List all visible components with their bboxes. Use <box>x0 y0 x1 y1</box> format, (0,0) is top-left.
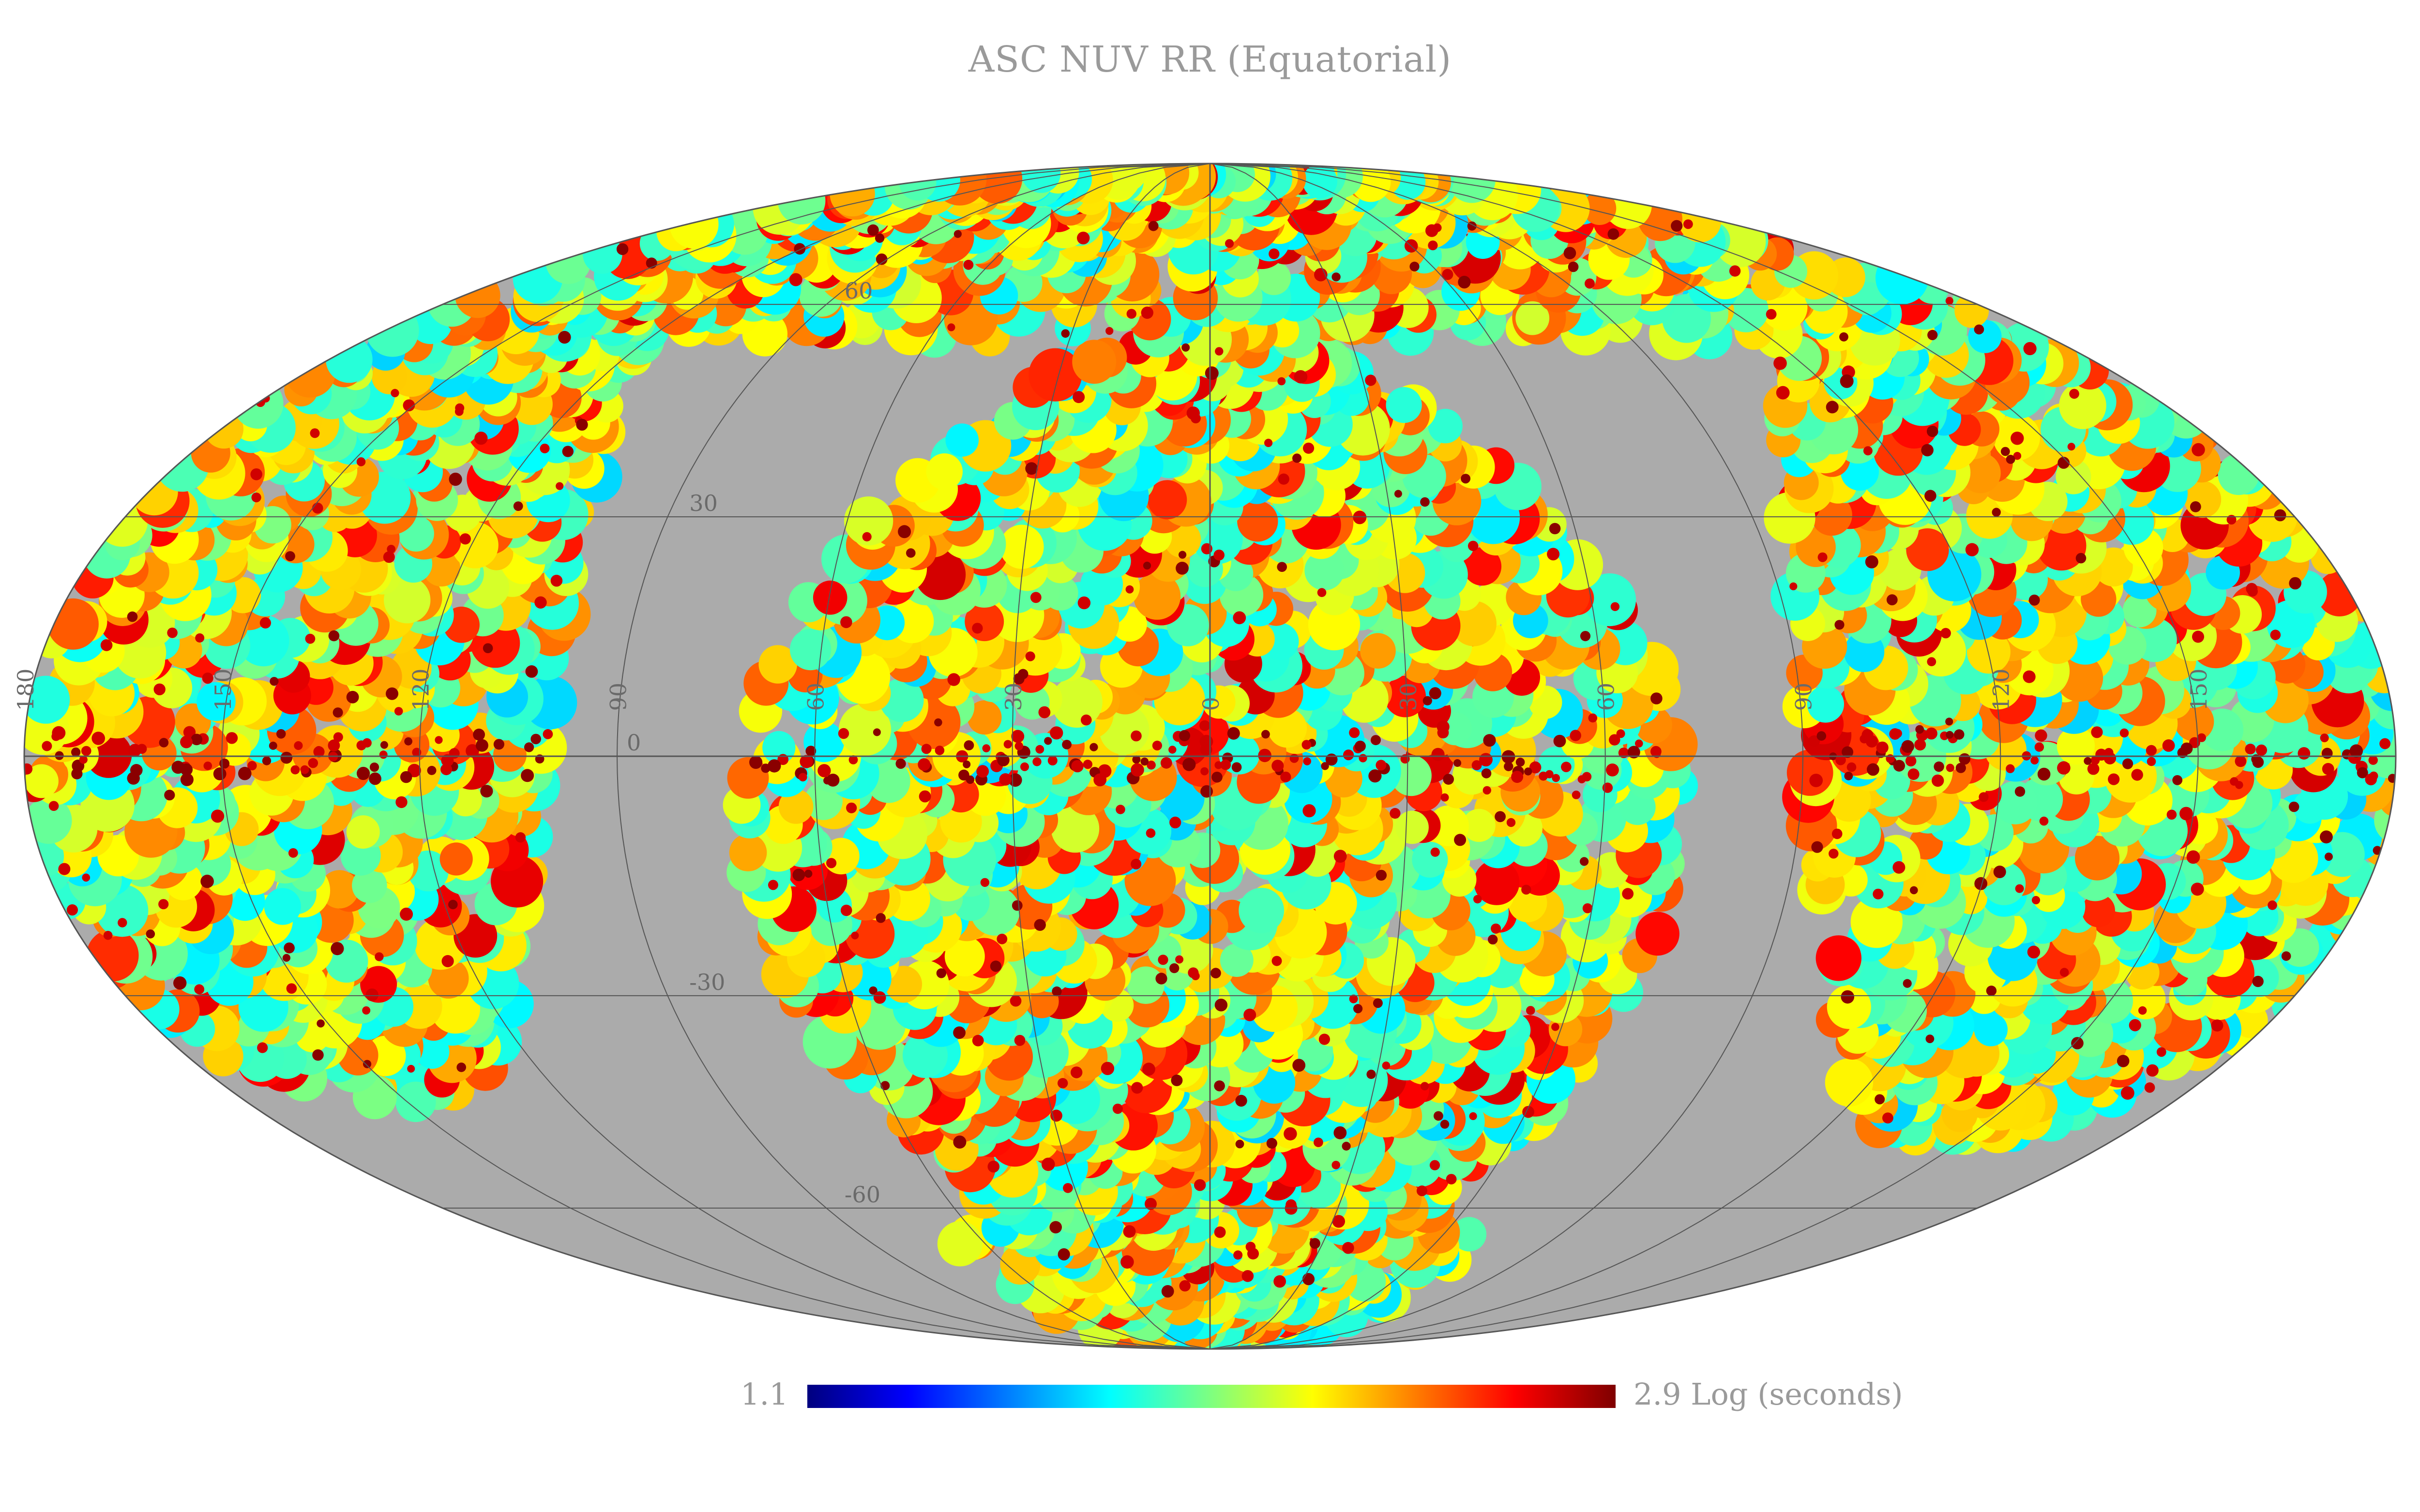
graticule <box>24 163 2396 1349</box>
map-title: ASC NUV RR (Equatorial) <box>968 39 1452 80</box>
longitude-label: 60 <box>803 683 829 711</box>
latitude-label: 60 <box>845 278 873 304</box>
longitude-label: 30 <box>1395 683 1422 711</box>
exposure-hotspots-layer <box>24 219 2396 1298</box>
latitude-label: -30 <box>689 969 725 995</box>
latitude-label: 0 <box>627 730 641 756</box>
longitude-label: 30 <box>1000 683 1027 711</box>
longitude-label: 150 <box>210 669 236 711</box>
longitude-label: 0 <box>1198 697 1224 711</box>
graticule-labels: 180 150 120 90 60 30 0 30 60 90 120 150 60 30 0 -30 -60 <box>13 278 2212 1208</box>
longitude-label: 180 <box>13 669 39 711</box>
longitude-label: 90 <box>605 683 631 711</box>
colorbar-max-label: 2.9 Log (seconds) <box>1634 1377 1903 1412</box>
longitude-label: 90 <box>1791 683 1817 711</box>
latitude-label: 30 <box>689 490 718 516</box>
latitude-label: -60 <box>845 1182 880 1208</box>
longitude-label: 150 <box>2186 669 2212 711</box>
colorbar <box>807 1385 1616 1408</box>
map-outline <box>23 163 2397 1350</box>
longitude-label: 60 <box>1593 683 1619 711</box>
longitude-label: 120 <box>1988 669 2014 711</box>
longitude-label: 120 <box>408 669 434 711</box>
exposure-data-layer <box>24 164 2396 1349</box>
colorbar-min-label: 1.1 <box>741 1377 788 1412</box>
